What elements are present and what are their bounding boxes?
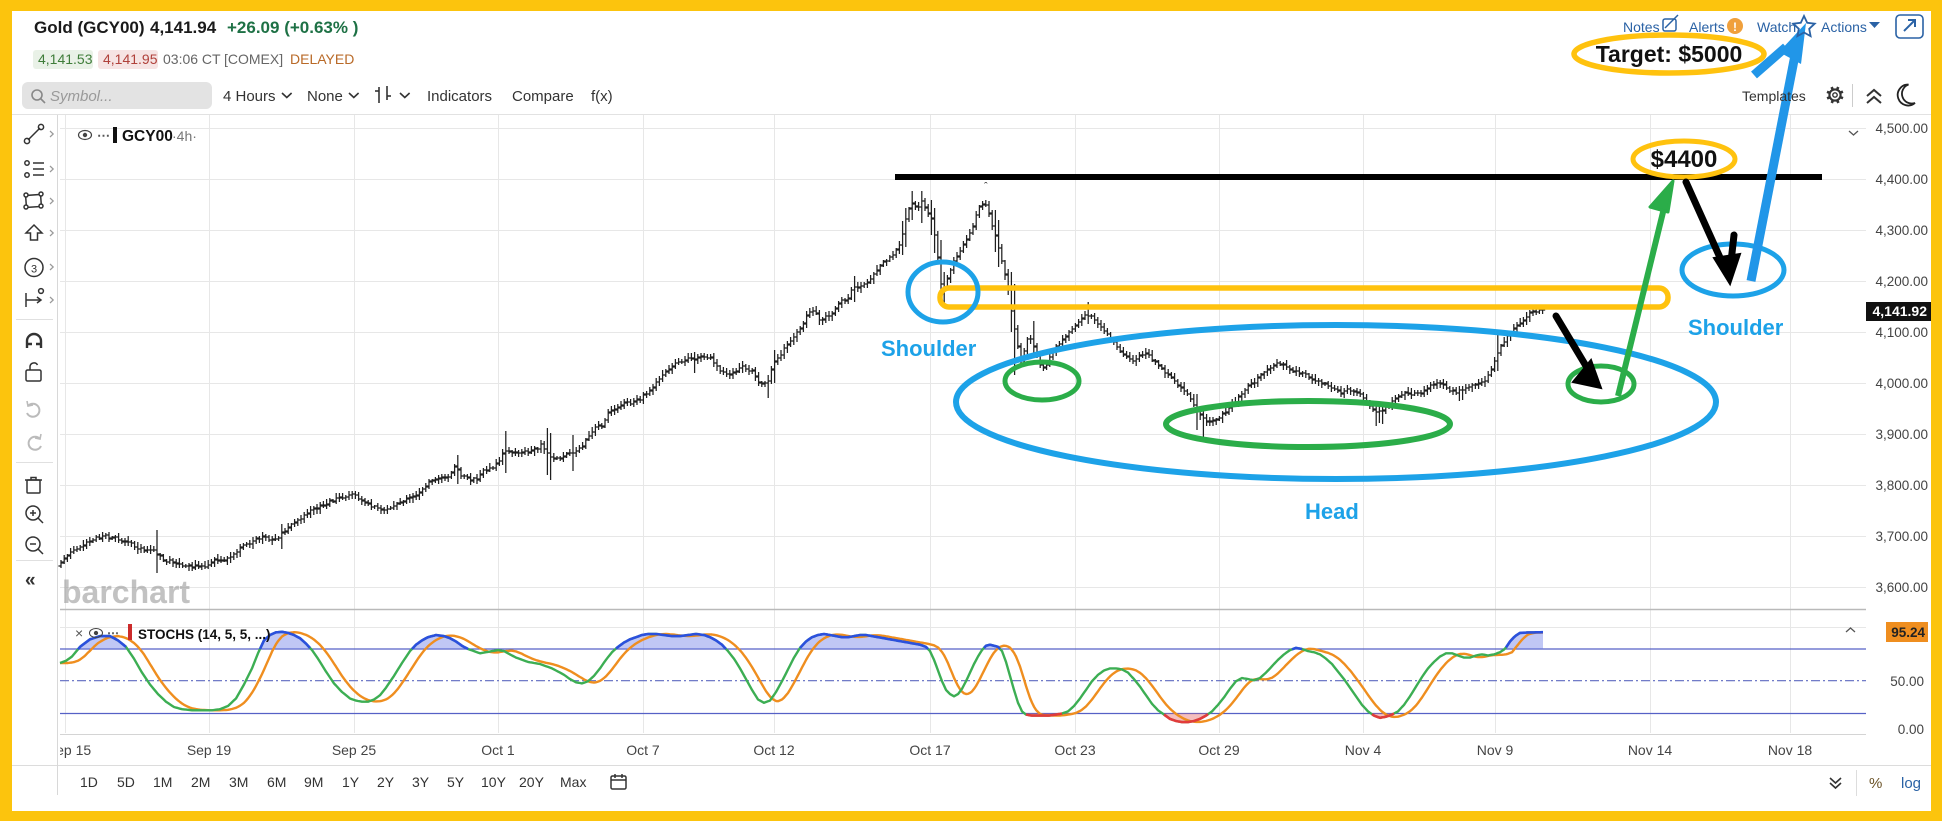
- svg-text:3M: 3M: [229, 774, 248, 790]
- svg-text:Target: $5000: Target: $5000: [1596, 41, 1743, 67]
- svg-text:3,900.00: 3,900.00: [1875, 427, 1928, 442]
- svg-text:Sep 19: Sep 19: [187, 742, 232, 758]
- svg-text:Oct 7: Oct 7: [626, 742, 660, 758]
- svg-text:4,300.00: 4,300.00: [1875, 223, 1928, 238]
- svg-text:0.00: 0.00: [1898, 722, 1924, 737]
- svg-text:DELAYED: DELAYED: [290, 51, 354, 67]
- svg-text:Watch: Watch: [1757, 19, 1796, 35]
- svg-text:Max: Max: [560, 774, 586, 790]
- svg-text:4,141.92: 4,141.92: [1873, 303, 1928, 319]
- svg-text:Compare: Compare: [512, 88, 574, 105]
- svg-text:«: «: [25, 570, 36, 591]
- svg-text:Nov 9: Nov 9: [1477, 742, 1514, 758]
- svg-text:1M: 1M: [153, 774, 172, 790]
- svg-text:Templates: Templates: [1742, 88, 1806, 104]
- svg-text:4,141.95: 4,141.95: [103, 51, 158, 67]
- svg-text:4,141.53: 4,141.53: [38, 51, 93, 67]
- svg-text:Oct 17: Oct 17: [909, 742, 950, 758]
- svg-text:3,700.00: 3,700.00: [1875, 529, 1928, 544]
- svg-text:[COMEX]: [COMEX]: [224, 51, 283, 67]
- svg-text:5D: 5D: [117, 774, 135, 790]
- svg-text:1D: 1D: [80, 774, 98, 790]
- svg-text:None: None: [307, 88, 343, 105]
- svg-text:GCY00: GCY00: [122, 128, 173, 145]
- svg-text:2Y: 2Y: [377, 774, 395, 790]
- svg-text:Oct 23: Oct 23: [1054, 742, 1095, 758]
- svg-text:Gold (GCY00): Gold (GCY00): [34, 18, 145, 37]
- svg-text:1Y: 1Y: [342, 774, 360, 790]
- svg-text:4,200.00: 4,200.00: [1875, 274, 1928, 289]
- svg-text:3,600.00: 3,600.00: [1875, 580, 1928, 595]
- svg-text:3Y: 3Y: [412, 774, 430, 790]
- svg-text:ˆ: ˆ: [984, 181, 988, 193]
- svg-text:03:06 CT: 03:06 CT: [163, 51, 221, 67]
- svg-text:4,100.00: 4,100.00: [1875, 325, 1928, 340]
- svg-text:⋯: ⋯: [97, 128, 110, 143]
- svg-text:5Y: 5Y: [447, 774, 465, 790]
- svg-text:⋯: ⋯: [107, 626, 119, 640]
- svg-text:×: ×: [75, 625, 83, 641]
- svg-text:f(x): f(x): [591, 88, 613, 105]
- svg-text:50.00: 50.00: [1890, 674, 1924, 689]
- svg-text:3: 3: [31, 264, 37, 276]
- svg-text:4,500.00: 4,500.00: [1875, 121, 1928, 136]
- svg-text:Shoulder: Shoulder: [881, 336, 977, 361]
- svg-text:10Y: 10Y: [481, 774, 507, 790]
- svg-text:Indicators: Indicators: [427, 88, 492, 105]
- svg-text:Nov 14: Nov 14: [1628, 742, 1673, 758]
- svg-text:4 Hours: 4 Hours: [223, 88, 276, 105]
- svg-text:95.24: 95.24: [1891, 625, 1925, 640]
- svg-text:%: %: [1869, 775, 1882, 792]
- svg-text:Oct 1: Oct 1: [481, 742, 515, 758]
- svg-text:$4400: $4400: [1651, 146, 1718, 173]
- svg-text:6M: 6M: [267, 774, 286, 790]
- svg-text:!: !: [1733, 20, 1737, 34]
- svg-text:2M: 2M: [191, 774, 210, 790]
- svg-text:log: log: [1901, 775, 1921, 792]
- svg-text:Sep 25: Sep 25: [332, 742, 377, 758]
- svg-text:3,800.00: 3,800.00: [1875, 478, 1928, 493]
- svg-text:4,141.94: 4,141.94: [150, 18, 217, 37]
- svg-text:+26.09 (+0.63% ): +26.09 (+0.63% ): [227, 18, 358, 37]
- svg-text:Nov 18: Nov 18: [1768, 742, 1813, 758]
- svg-text:9M: 9M: [304, 774, 323, 790]
- svg-text:Head: Head: [1305, 499, 1359, 524]
- svg-text:Nov 4: Nov 4: [1345, 742, 1382, 758]
- svg-text:Alerts: Alerts: [1689, 19, 1725, 35]
- svg-text:Actions: Actions: [1821, 19, 1867, 35]
- svg-text:Oct 12: Oct 12: [753, 742, 794, 758]
- svg-text:STOCHS (14, 5, 5, ...): STOCHS (14, 5, 5, ...): [138, 627, 271, 642]
- svg-text:4,400.00: 4,400.00: [1875, 172, 1928, 187]
- svg-text:barchart: barchart: [62, 574, 190, 610]
- svg-text:Symbol...: Symbol...: [50, 88, 113, 105]
- svg-text:Oct 29: Oct 29: [1198, 742, 1239, 758]
- svg-text:Notes: Notes: [1623, 19, 1660, 35]
- svg-text:Shoulder: Shoulder: [1688, 315, 1784, 340]
- svg-text:4,000.00: 4,000.00: [1875, 376, 1928, 391]
- svg-text:20Y: 20Y: [519, 774, 545, 790]
- svg-text:Sep 15: Sep 15: [47, 742, 92, 758]
- svg-text:·4h·: ·4h·: [172, 128, 197, 144]
